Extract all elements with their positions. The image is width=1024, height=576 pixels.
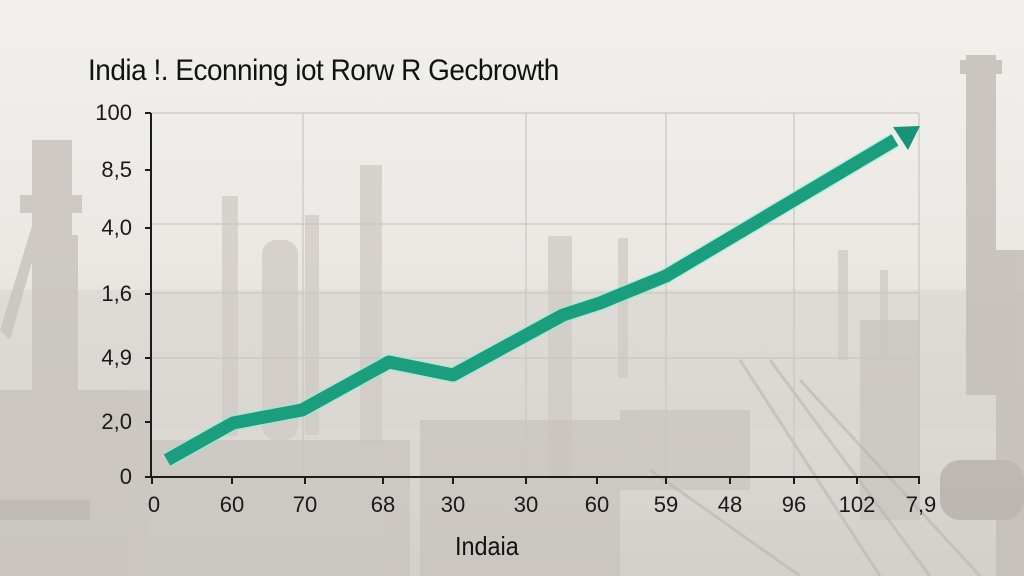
y-tick-label: 4,0 [101,215,132,240]
y-tick-label: 4,9 [101,345,132,370]
chart-title: India !. Econning iot Rorw R Gecbrowth [88,54,559,87]
x-tick-label: 7,9 [905,492,937,517]
x-tick-label: 70 [292,492,318,517]
x-tick-label: 102 [838,492,876,517]
x-tick-label: 0 [147,492,161,517]
x-tick-label: 60 [219,492,245,517]
x-tick-label: 48 [717,492,743,517]
x-tick-label: 60 [584,492,610,517]
series-line-india [163,126,920,467]
y-tick-label: 1,6 [101,281,132,306]
x-axis [145,476,920,484]
x-tick-label: 59 [653,492,679,517]
y-tick-label: 0 [119,464,132,489]
x-tick-label: 30 [513,492,539,517]
y-tick-label: 100 [95,100,132,125]
x-tick-label: 68 [370,492,396,517]
x-tick-label: 96 [781,492,807,517]
y-axis [145,112,152,478]
x-axis-title: Indaia [455,531,519,561]
y-tick-label: 8,5 [101,157,132,182]
vertical-gridlines [302,113,920,477]
horizontal-gridlines [152,112,919,359]
y-tick-label: 2,0 [101,409,132,434]
x-tick-label: 30 [440,492,466,517]
